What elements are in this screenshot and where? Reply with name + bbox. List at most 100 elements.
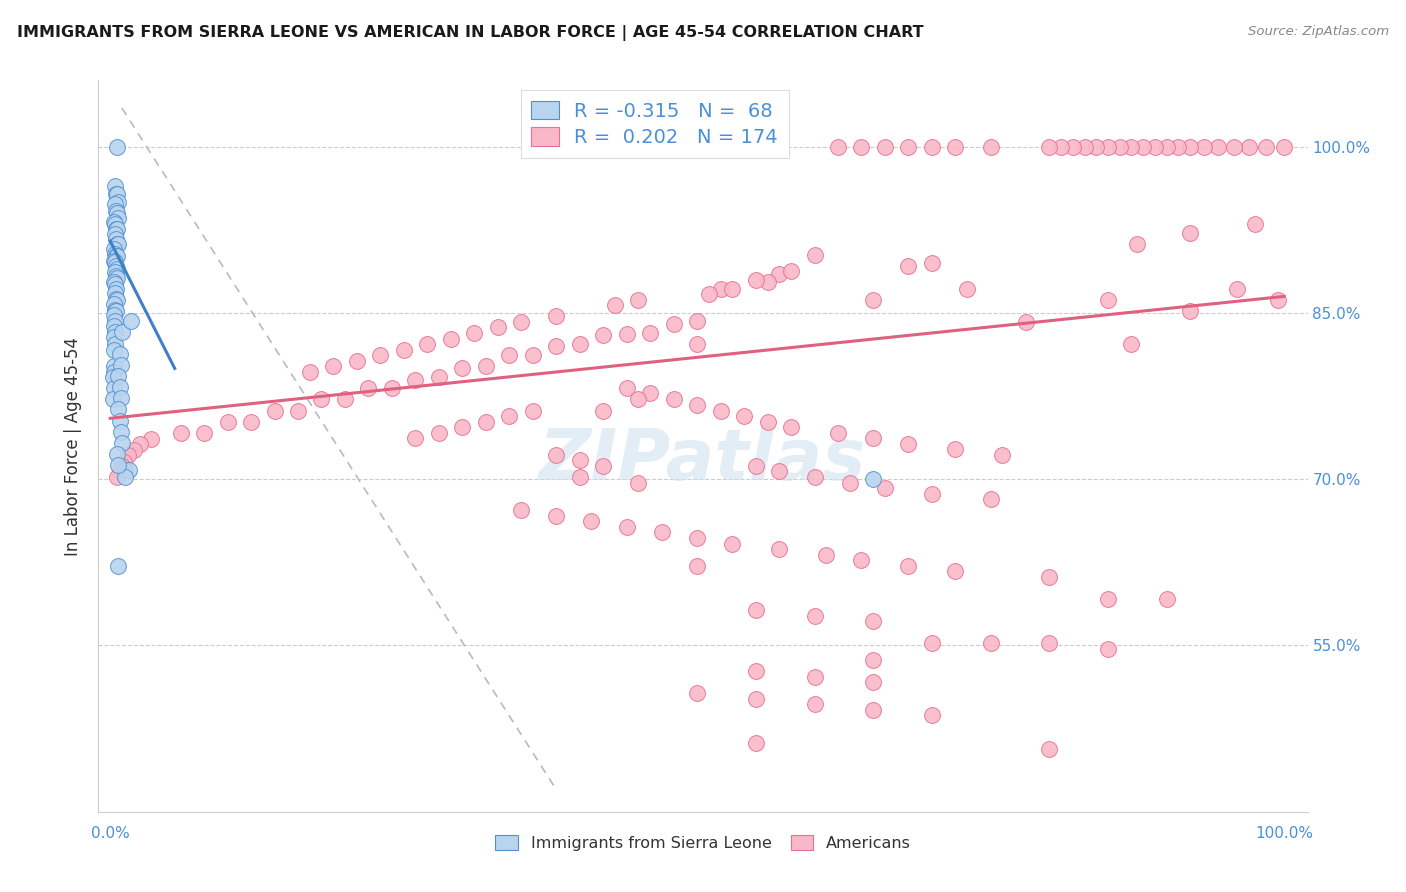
Point bbox=[1143, 140, 1166, 154]
Point bbox=[128, 437, 150, 451]
Point bbox=[862, 675, 884, 690]
Point bbox=[1156, 591, 1178, 606]
Point bbox=[1121, 140, 1143, 154]
Point bbox=[686, 531, 709, 545]
Point bbox=[745, 273, 768, 287]
Point bbox=[451, 361, 474, 376]
Point bbox=[945, 564, 967, 578]
Point bbox=[105, 250, 128, 264]
Point bbox=[851, 140, 873, 154]
Point bbox=[1097, 293, 1119, 307]
Point bbox=[193, 425, 215, 440]
Point bbox=[107, 211, 129, 225]
Point bbox=[404, 372, 426, 386]
Point bbox=[581, 514, 603, 528]
Point bbox=[108, 465, 131, 479]
Point bbox=[1256, 140, 1278, 154]
Point bbox=[1237, 140, 1260, 154]
Point bbox=[1073, 140, 1095, 154]
Point bbox=[104, 227, 127, 242]
Point bbox=[103, 215, 125, 229]
Point bbox=[105, 232, 128, 246]
Point bbox=[768, 465, 790, 479]
Point bbox=[651, 525, 673, 540]
Point bbox=[568, 453, 591, 467]
Point bbox=[897, 437, 920, 451]
Point bbox=[108, 380, 131, 394]
Point bbox=[105, 187, 128, 202]
Point bbox=[103, 343, 125, 357]
Point bbox=[1038, 636, 1060, 650]
Point bbox=[103, 308, 125, 322]
Point bbox=[498, 348, 520, 362]
Point bbox=[873, 140, 896, 154]
Point bbox=[592, 458, 614, 473]
Point bbox=[756, 415, 779, 429]
Point bbox=[103, 242, 125, 256]
Point bbox=[862, 472, 884, 486]
Point bbox=[710, 403, 733, 417]
Point bbox=[1126, 237, 1149, 252]
Point bbox=[1156, 140, 1178, 154]
Point bbox=[108, 347, 131, 361]
Point bbox=[638, 385, 661, 400]
Point bbox=[980, 140, 1002, 154]
Point bbox=[921, 708, 943, 723]
Point bbox=[346, 353, 368, 368]
Point bbox=[117, 448, 139, 462]
Point bbox=[1038, 140, 1060, 154]
Point bbox=[1085, 140, 1108, 154]
Point bbox=[1108, 140, 1130, 154]
Point bbox=[686, 314, 709, 328]
Point bbox=[815, 548, 838, 562]
Point bbox=[392, 343, 415, 357]
Point bbox=[1272, 140, 1295, 154]
Point bbox=[862, 614, 884, 628]
Point bbox=[110, 358, 132, 372]
Point bbox=[616, 520, 638, 534]
Point bbox=[105, 447, 128, 461]
Point bbox=[105, 250, 128, 264]
Point bbox=[745, 458, 768, 473]
Point bbox=[568, 337, 591, 351]
Point bbox=[1208, 140, 1230, 154]
Point bbox=[873, 481, 896, 495]
Point bbox=[104, 265, 127, 279]
Point bbox=[416, 337, 439, 351]
Point bbox=[107, 458, 129, 472]
Point bbox=[921, 256, 943, 270]
Point bbox=[745, 736, 768, 750]
Point bbox=[827, 425, 849, 440]
Point bbox=[105, 303, 128, 318]
Point bbox=[1226, 282, 1249, 296]
Point bbox=[546, 508, 568, 523]
Point bbox=[103, 254, 125, 268]
Point bbox=[1167, 140, 1189, 154]
Point bbox=[897, 558, 920, 573]
Point bbox=[104, 314, 127, 328]
Point bbox=[263, 403, 285, 417]
Text: 100.0%: 100.0% bbox=[1256, 826, 1313, 841]
Point bbox=[107, 558, 129, 573]
Point bbox=[686, 398, 709, 412]
Point bbox=[697, 287, 720, 301]
Point bbox=[627, 475, 650, 490]
Point bbox=[627, 392, 650, 407]
Point bbox=[768, 267, 790, 281]
Point bbox=[768, 542, 790, 557]
Point bbox=[510, 315, 533, 329]
Point bbox=[104, 302, 127, 317]
Point bbox=[803, 697, 825, 711]
Point bbox=[105, 292, 128, 306]
Point bbox=[103, 330, 125, 344]
Point bbox=[733, 409, 755, 423]
Point bbox=[475, 415, 498, 429]
Point bbox=[105, 293, 128, 307]
Point bbox=[311, 392, 333, 407]
Point bbox=[546, 448, 568, 462]
Point bbox=[105, 270, 128, 285]
Point bbox=[104, 247, 127, 261]
Point bbox=[1180, 303, 1202, 318]
Point bbox=[368, 348, 391, 362]
Point bbox=[838, 475, 860, 490]
